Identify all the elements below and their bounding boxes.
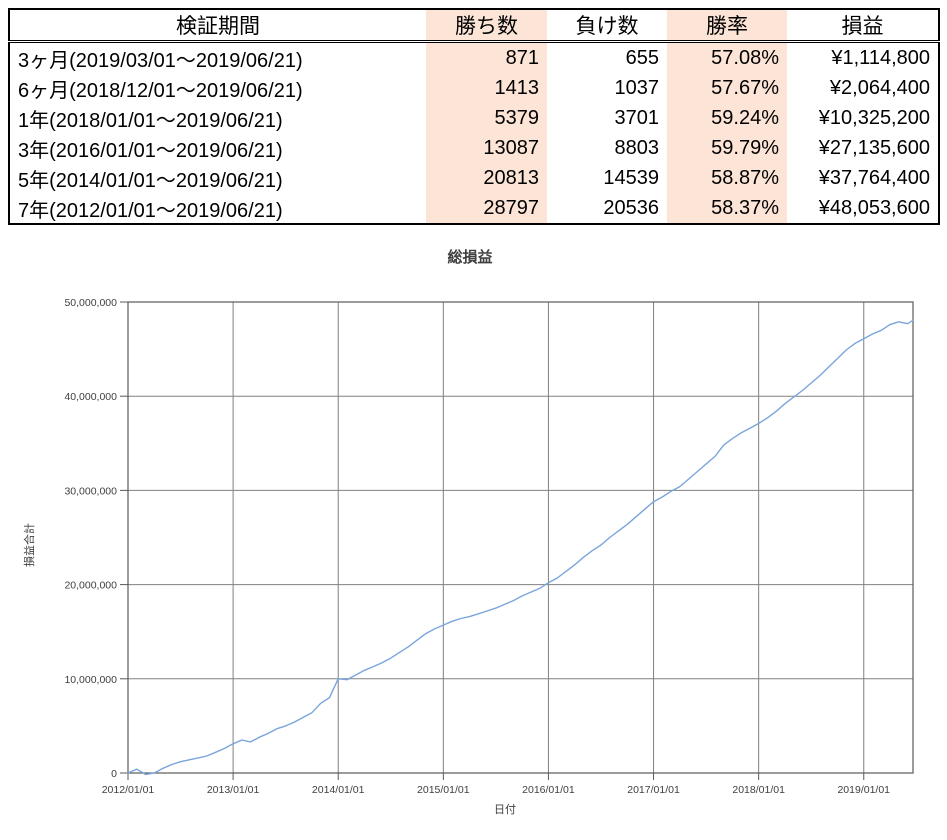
- profit-chart: 0 10,000,000 20,000,000 30,000,000 40,000,00…: [0, 240, 947, 840]
- win-rate-cell: 57.08%: [667, 41, 787, 73]
- col-header-period: 検証期間: [176, 15, 260, 38]
- table-row: 1年(2018/01/01～2019/06/21) 5379 3701 59.2…: [9, 103, 939, 133]
- y-tick-label: 0: [111, 768, 117, 780]
- win-rate-cell: 57.67%: [667, 73, 787, 103]
- win-rate-cell: 58.37%: [667, 193, 787, 224]
- period-cell: 1年(2018/01/01～2019/06/21): [18, 109, 283, 132]
- period-cell: 3年(2016/01/01～2019/06/21): [18, 139, 283, 162]
- col-header-losses: 負け数: [575, 15, 639, 38]
- win-rate-cell: 59.79%: [667, 133, 787, 163]
- x-tick-label: 2015/01/01: [417, 784, 470, 796]
- period-cell: 6ヶ月(2018/12/01～2019/06/21): [18, 79, 303, 102]
- col-header-wins: 勝ち数: [426, 9, 547, 42]
- table-row: 3年(2016/01/01～2019/06/21) 13087 8803 59.…: [9, 133, 939, 163]
- x-tick-label: 2012/01/01: [102, 784, 155, 796]
- y-tick-label: 40,000,000: [64, 391, 117, 403]
- profit-chart-svg: 0 10,000,000 20,000,000 30,000,000 40,000,00…: [22, 248, 914, 816]
- x-tick-label: 2013/01/01: [207, 784, 260, 796]
- y-tick-label: 30,000,000: [64, 485, 117, 497]
- x-tick-label: 2014/01/01: [312, 784, 365, 796]
- losses-cell: 1037: [614, 76, 660, 99]
- table-header-row: 検証期間 勝ち数 負け数 勝率 損益: [9, 9, 939, 42]
- losses-cell: 20536: [603, 196, 659, 219]
- period-cell: 5年(2014/01/01～2019/06/21): [18, 169, 283, 192]
- x-tick-label: 2017/01/01: [627, 784, 680, 796]
- results-table: 検証期間 勝ち数 負け数 勝率 損益 3ヶ月(2019/03/01～2019/0…: [8, 8, 940, 225]
- wins-cell: 5379: [426, 103, 547, 133]
- col-header-profit: 損益: [841, 15, 884, 38]
- x-tick-label: 2018/01/01: [732, 784, 785, 796]
- win-rate-cell: 59.24%: [667, 103, 787, 133]
- table-row: 5年(2014/01/01～2019/06/21) 20813 14539 58…: [9, 163, 939, 193]
- win-rate-cell: 58.87%: [667, 163, 787, 193]
- profit-line: [127, 319, 914, 776]
- x-tick-label: 2016/01/01: [522, 784, 575, 796]
- y-axis-title: 損益合計: [22, 523, 36, 567]
- losses-cell: 3701: [614, 106, 660, 129]
- profit-cell: ¥1,114,800: [831, 46, 930, 69]
- profit-cell: ¥37,764,400: [818, 166, 930, 189]
- y-tick-label: 50,000,000: [64, 297, 117, 309]
- y-tick-label: 20,000,000: [64, 580, 117, 592]
- wins-cell: 20813: [426, 163, 547, 193]
- col-header-win-rate: 勝率: [667, 9, 787, 42]
- profit-cell: ¥48,053,600: [818, 196, 930, 219]
- table-row: 7年(2012/01/01～2019/06/21) 28797 20536 58…: [9, 193, 939, 224]
- losses-cell: 8803: [614, 136, 660, 159]
- profit-cell: ¥2,064,400: [829, 76, 930, 99]
- table-row: 6ヶ月(2018/12/01～2019/06/21) 1413 1037 57.…: [9, 73, 939, 103]
- losses-cell: 655: [625, 46, 659, 69]
- x-tick-label: 2019/01/01: [837, 784, 890, 796]
- wins-cell: 871: [426, 41, 547, 73]
- period-cell: 3ヶ月(2019/03/01～2019/06/21): [18, 49, 303, 72]
- wins-cell: 1413: [426, 73, 547, 103]
- wins-cell: 28797: [426, 193, 547, 224]
- y-tick-label: 10,000,000: [64, 674, 117, 686]
- wins-cell: 13087: [426, 133, 547, 163]
- losses-cell: 14539: [603, 166, 659, 189]
- chart-title: 総損益: [447, 248, 492, 266]
- table-row: 3ヶ月(2019/03/01～2019/06/21) 871 655 57.08…: [9, 41, 939, 73]
- period-cell: 7年(2012/01/01～2019/06/21): [18, 199, 283, 222]
- x-axis-title: 日付: [494, 803, 516, 816]
- profit-cell: ¥27,135,600: [818, 136, 930, 159]
- profit-cell: ¥10,325,200: [818, 106, 930, 129]
- chart-plot: 0 10,000,000 20,000,000 30,000,000 40,000,00…: [64, 297, 914, 796]
